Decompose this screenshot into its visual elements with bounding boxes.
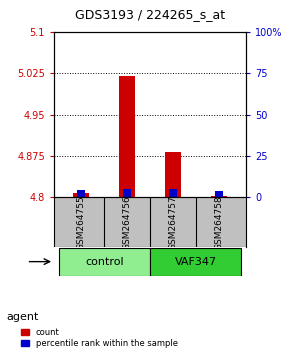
Bar — [58, 248, 150, 275]
Text: GSM264758: GSM264758 — [214, 195, 223, 250]
Bar — [123, 189, 131, 198]
Bar — [211, 196, 226, 198]
Bar — [169, 189, 177, 198]
Bar — [74, 193, 89, 198]
Text: GSM264755: GSM264755 — [77, 195, 86, 250]
Bar — [165, 152, 181, 198]
Legend: count, percentile rank within the sample: count, percentile rank within the sample — [19, 326, 179, 350]
Text: control: control — [85, 257, 124, 267]
Bar — [214, 191, 223, 198]
Bar — [119, 76, 135, 198]
Text: GDS3193 / 224265_s_at: GDS3193 / 224265_s_at — [75, 8, 225, 21]
Text: agent: agent — [6, 312, 38, 322]
Text: GSM264757: GSM264757 — [168, 195, 177, 250]
Bar — [77, 190, 86, 198]
Text: VAF347: VAF347 — [175, 257, 217, 267]
Text: GSM264756: GSM264756 — [123, 195, 132, 250]
Bar — [150, 248, 242, 275]
